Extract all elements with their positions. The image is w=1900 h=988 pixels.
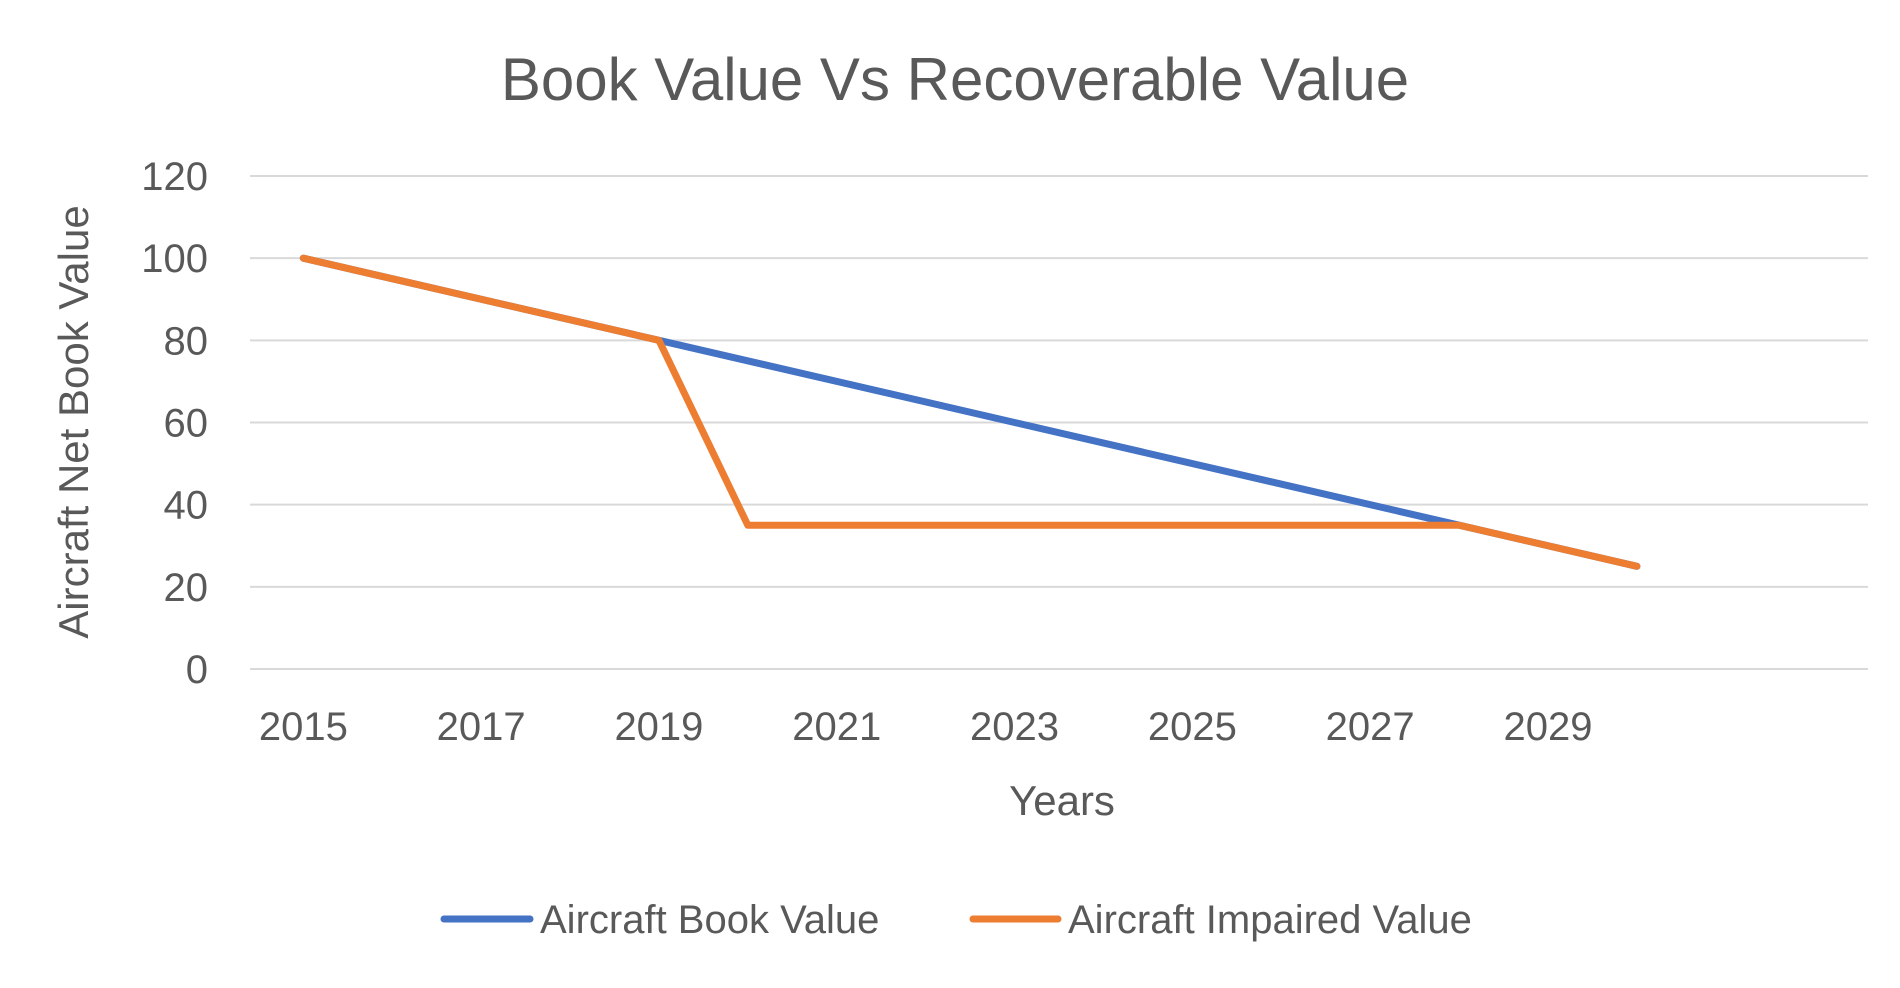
- legend-label: Aircraft Impaired Value: [1068, 898, 1472, 942]
- x-tick-label: 2019: [614, 705, 703, 749]
- x-tick-label: 2025: [1148, 705, 1237, 749]
- gridlines: [250, 175, 1868, 670]
- x-tick-label: 2017: [437, 705, 526, 749]
- chart-title: Book Value Vs Recoverable Value: [501, 46, 1409, 113]
- y-axis-ticks: 0 20 40 60 80 100 120: [141, 155, 208, 692]
- x-tick-label: 2015: [259, 705, 348, 749]
- x-tick-label: 2021: [792, 705, 881, 749]
- y-axis-title: Aircraft Net Book Value: [50, 205, 97, 638]
- y-tick-label: 60: [164, 402, 209, 446]
- series-line-impaired-value: [299, 254, 1641, 570]
- x-axis-ticks: 2015 2017 2019 2021 2023 2025 2027 2029: [259, 705, 1593, 749]
- x-tick-label: 2027: [1326, 705, 1415, 749]
- y-tick-label: 100: [141, 237, 208, 281]
- y-tick-label: 80: [164, 319, 209, 363]
- y-tick-label: 20: [164, 566, 209, 610]
- y-tick-label: 120: [141, 155, 208, 199]
- series-lines: [299, 254, 1641, 570]
- y-tick-label: 0: [186, 648, 208, 692]
- x-tick-label: 2023: [970, 705, 1059, 749]
- legend-label: Aircraft Book Value: [540, 898, 879, 942]
- legend: Aircraft Book Value Aircraft Impaired Val…: [440, 898, 1472, 942]
- y-tick-label: 40: [164, 484, 209, 528]
- x-tick-label: 2029: [1503, 705, 1592, 749]
- x-axis-title: Years: [1009, 777, 1115, 824]
